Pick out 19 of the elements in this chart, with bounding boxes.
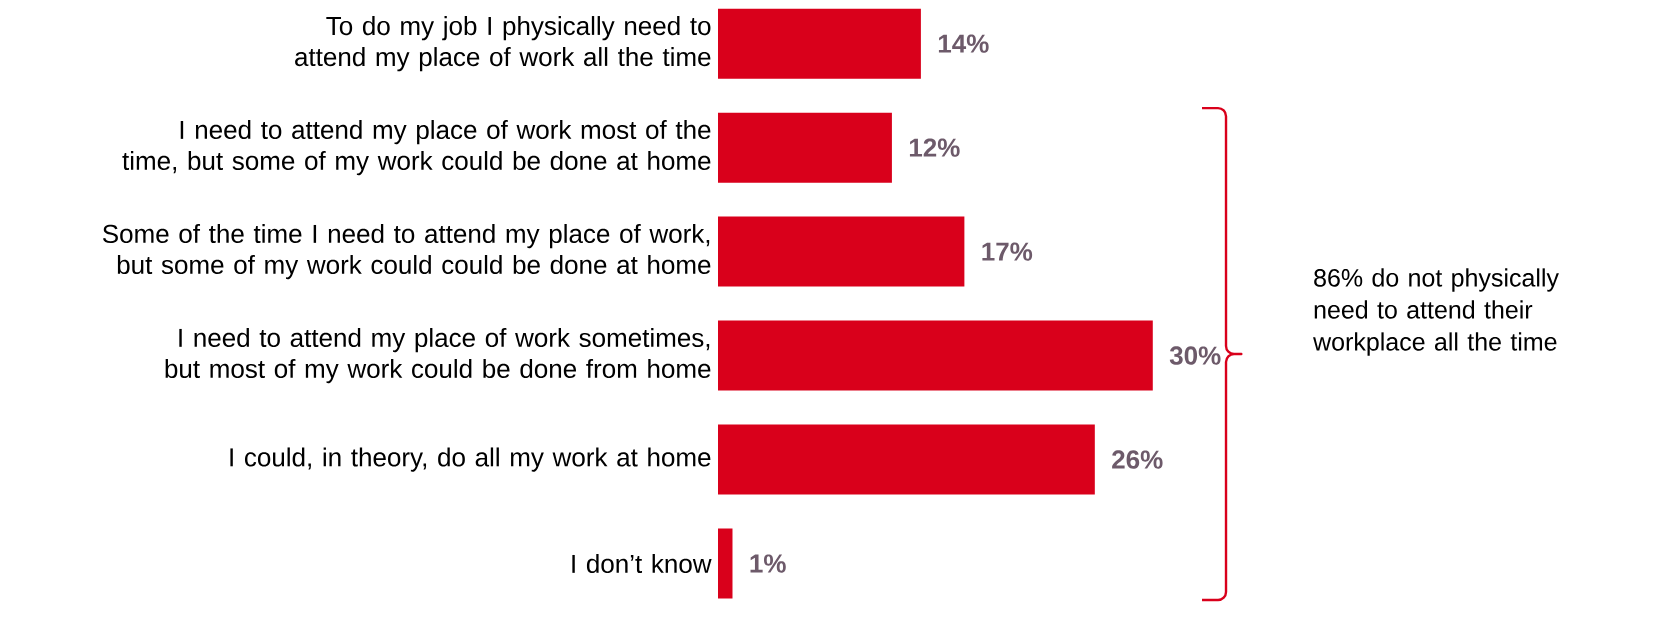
data-label: 30%: [1169, 346, 1221, 365]
data-label: 17%: [982, 242, 1033, 261]
bar: [718, 8, 921, 79]
data-label: 1%: [750, 554, 786, 573]
data-label: 14%: [938, 34, 989, 53]
y-tick-label: Some of the time I need to attend my place of work, but some of my work could could be done at home: [102, 223, 711, 280]
bar: [718, 320, 1153, 391]
y-tick-label: I need to attend my place of work most of the time, but some of my work could be done at home: [122, 120, 711, 176]
y-tick-label: I need to attend my place of work sometimes, but most of my work could be done from home: [165, 327, 711, 384]
bar: [718, 424, 1095, 495]
text: 86% do not physically need to attend their workplace all the time: [1313, 268, 1559, 356]
bar: [718, 216, 965, 287]
bar: [718, 528, 733, 599]
data-label: 12%: [909, 138, 960, 157]
data-label: 26%: [1112, 450, 1163, 469]
bar: [718, 112, 892, 183]
y-tick-label: To do my job I physically need to attend my place of work all the time: [295, 16, 711, 72]
y-tick-label: I don’t know: [572, 553, 712, 574]
y-tick-label: I could, in theory, do all my work at home: [230, 447, 711, 472]
